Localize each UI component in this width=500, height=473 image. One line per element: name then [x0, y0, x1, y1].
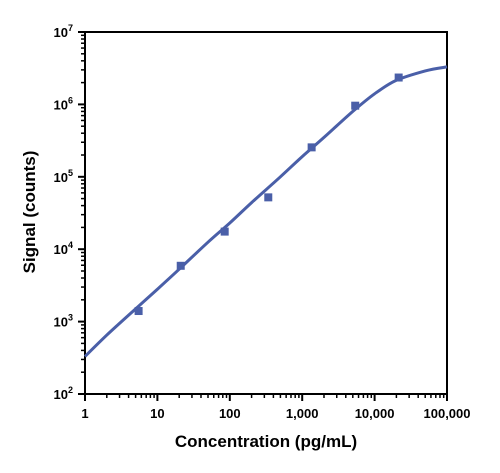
data-points [134, 73, 403, 316]
y-tick-label: 103 [54, 313, 73, 330]
data-point [134, 307, 143, 316]
fit-curve [83, 65, 448, 358]
x-tick-label: 1 [81, 406, 88, 421]
y-axis-ticks: 102 103 104 105 106 107 [54, 23, 85, 402]
data-point [307, 143, 316, 152]
x-tick-label: 10,000 [355, 406, 395, 421]
y-tick-label: 105 [54, 168, 73, 185]
x-tick-label: 10 [150, 406, 164, 421]
x-tick-label: 100,000 [424, 406, 471, 421]
y-axis-title: Signal (counts) [20, 151, 39, 274]
x-tick-label: 1,000 [286, 406, 319, 421]
data-point [264, 193, 273, 202]
data-point [220, 227, 229, 236]
data-point [351, 101, 360, 110]
x-tick-label: 100 [219, 406, 241, 421]
data-point [394, 73, 403, 82]
plot-frame [84, 31, 448, 395]
y-tick-label: 107 [54, 23, 73, 40]
data-point [176, 261, 185, 270]
y-tick-label: 102 [54, 385, 73, 402]
y-tick-label: 106 [54, 95, 73, 112]
y-tick-label: 104 [54, 240, 73, 257]
axes [84, 31, 448, 395]
x-axis-title: Concentration (pg/mL) [175, 432, 357, 451]
x-axis-ticks: 1 10 100 1,000 10,000 100,000 [81, 394, 471, 421]
